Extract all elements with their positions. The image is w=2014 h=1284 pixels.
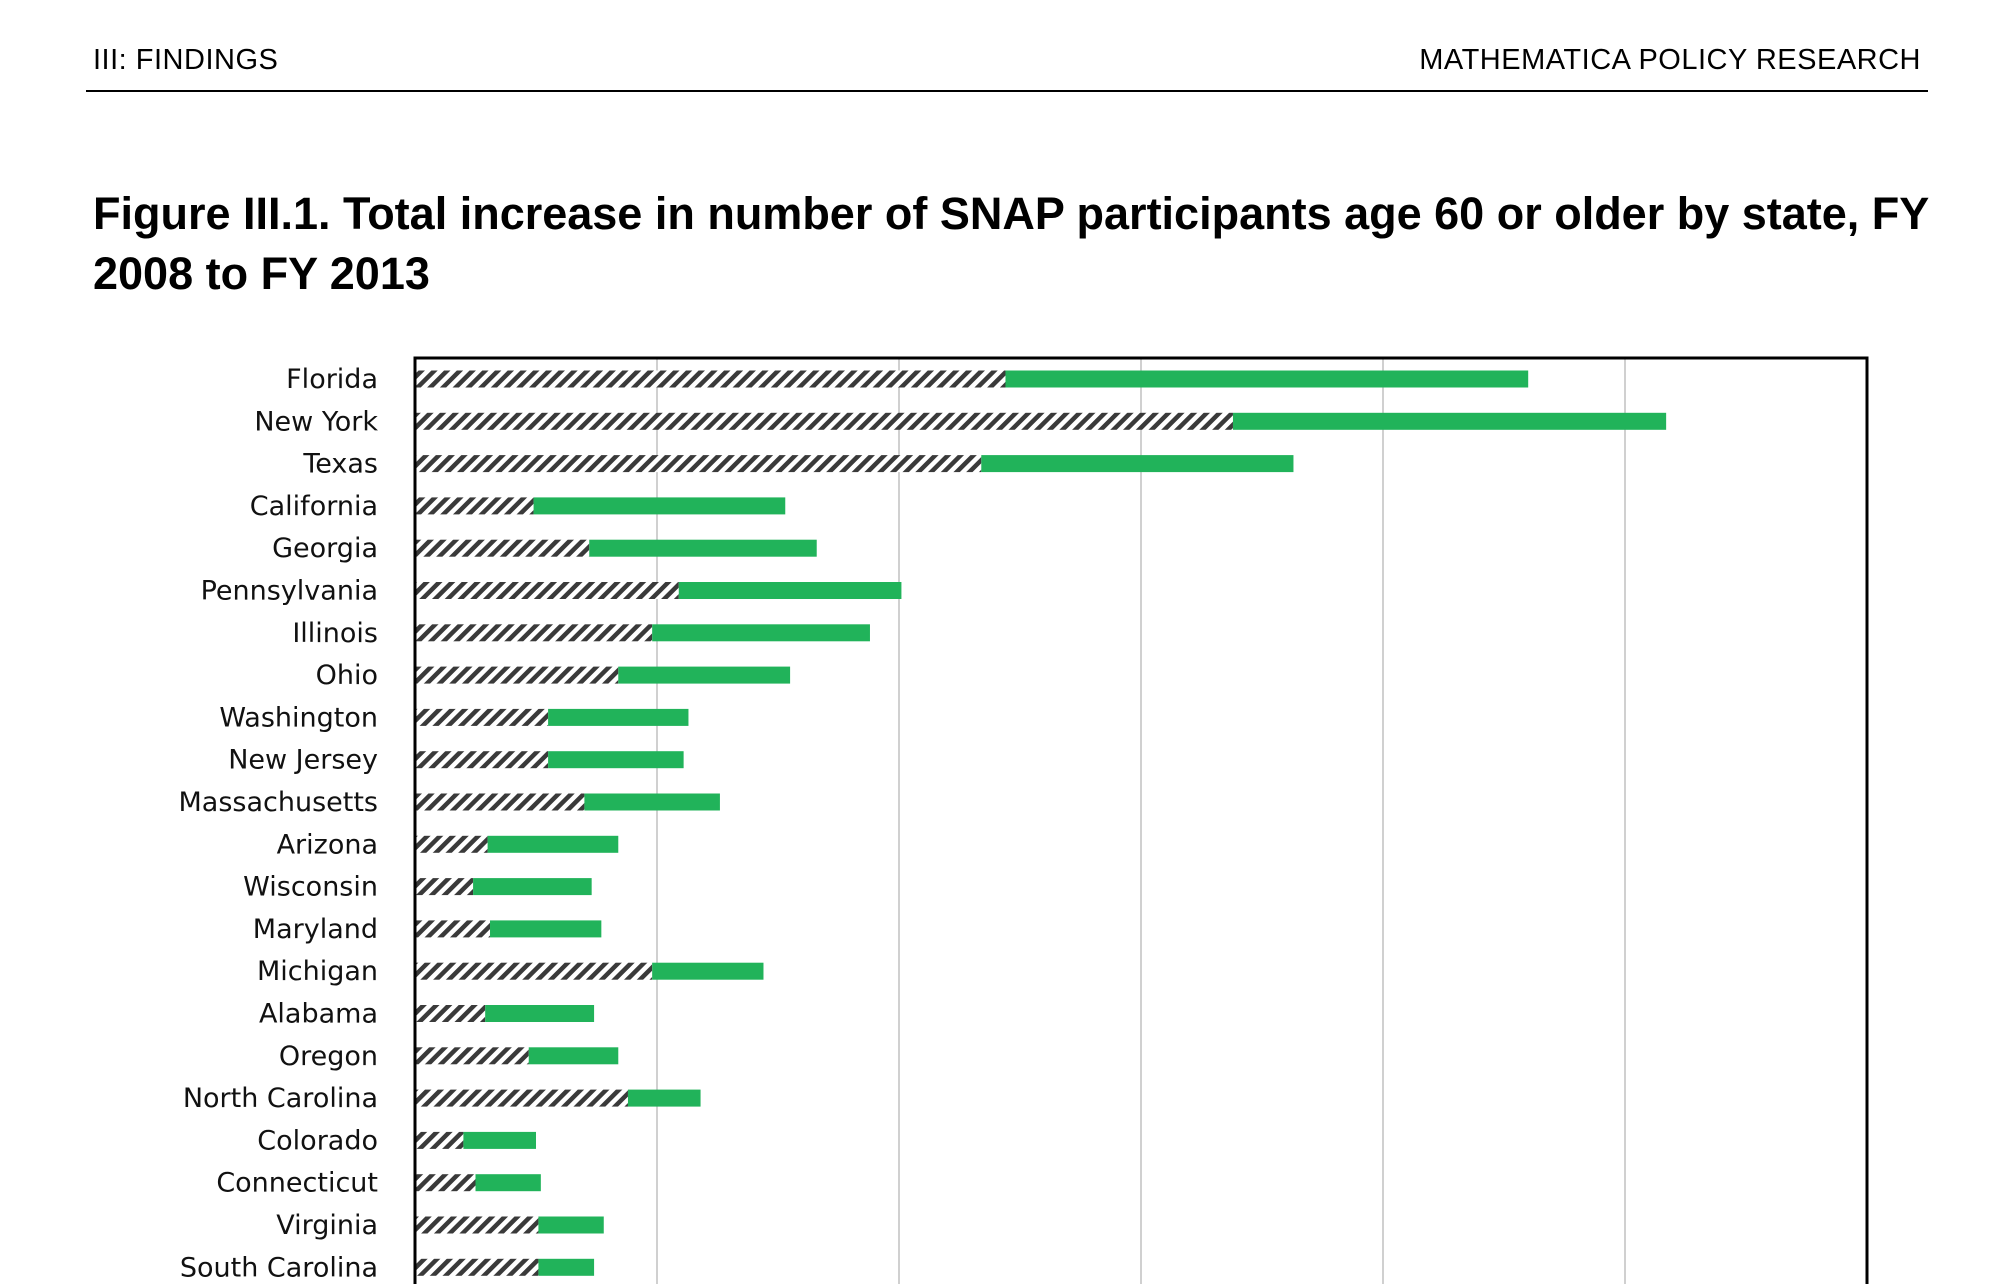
bar-segment-hatched [415,878,474,896]
bar-segment-solid [1005,370,1529,388]
bar-segment-solid [618,666,791,684]
category-label: New York [254,406,378,437]
bar-segment-hatched [415,1047,529,1065]
bar-segment-hatched [415,624,653,642]
header-divider [86,90,1928,92]
bar-segment-solid [475,1174,541,1192]
category-label: Colorado [257,1125,378,1156]
bar-segment-solid [473,878,592,896]
bar-segment-solid [627,1089,701,1107]
category-label: Michigan [257,956,378,987]
category-label: Massachusetts [178,787,378,818]
category-label: Virginia [276,1210,378,1241]
category-label: Connecticut [216,1168,378,1199]
bar-segment-solid [589,539,817,557]
bar-segment-hatched [415,412,1233,430]
category-label: Maryland [253,914,378,945]
plot-area-frame [413,356,1869,1284]
category-label: Texas [302,449,378,480]
bar-segment-hatched [415,455,982,473]
bar-segment-hatched [415,708,549,726]
category-label: Alabama [259,999,378,1030]
bar-segment-hatched [415,793,585,811]
bar-segment-solid [533,497,786,515]
category-label: Illinois [292,618,378,649]
bar-segment-hatched [415,370,1006,388]
bar-segment-hatched [415,582,679,599]
bar-segment-solid [678,582,902,599]
category-label: Florida [286,364,378,395]
category-label: Georgia [272,533,378,564]
bar-segment-hatched [415,1089,628,1107]
bar-segment-hatched [415,1005,486,1022]
bar-segment-hatched [415,1131,464,1149]
bar-segment-hatched [415,539,590,557]
bar-segment-hatched [415,666,619,684]
bar-segment-solid [652,962,764,980]
bar-segment-hatched [415,962,653,980]
bar-segment-solid [652,624,870,642]
category-label: Wisconsin [243,872,378,903]
category-label: California [250,491,378,522]
bar-segment-hatched [415,1174,476,1192]
bar-segment-hatched [415,920,491,938]
bar-segment-solid [538,1258,595,1276]
bar-segment-hatched [415,751,549,769]
category-label: North Carolina [183,1083,378,1114]
bar-segment-hatched [415,1216,539,1234]
running-header-publisher: MATHEMATICA POLICY RESEARCH [1419,44,1921,76]
figure-title: Figure III.1. Total increase in number o… [93,188,1929,299]
bar-segment-solid [981,455,1294,473]
bar-segment-solid [528,1047,619,1065]
bar-segment-hatched [415,497,534,515]
bar-segment-solid [584,793,720,811]
bar-segment-solid [487,835,619,853]
bar-segment-hatched [415,835,488,853]
bar-segment-solid [463,1131,536,1149]
running-header-section: III: FINDINGS [93,44,279,76]
category-label: Arizona [277,829,378,860]
gridlines [656,358,1626,1284]
category-label: Pennsylvania [201,576,378,607]
category-label: South Carolina [180,1252,378,1283]
category-label: Washington [219,702,378,733]
bar-segment-hatched [415,1258,539,1276]
category-label: New Jersey [228,745,378,776]
bar-segment-solid [548,708,689,726]
bar-segment-solid [485,1005,595,1022]
bar-segment-solid [538,1216,604,1234]
bar-segment-solid [1232,412,1667,430]
bar-segment-solid [490,920,602,938]
category-label: Oregon [279,1041,378,1072]
bar-segment-solid [548,751,684,769]
bars [415,370,1667,1276]
category-label: Ohio [316,660,378,691]
category-labels: Florida New York Texas California Georgia Pen… [178,364,378,1283]
